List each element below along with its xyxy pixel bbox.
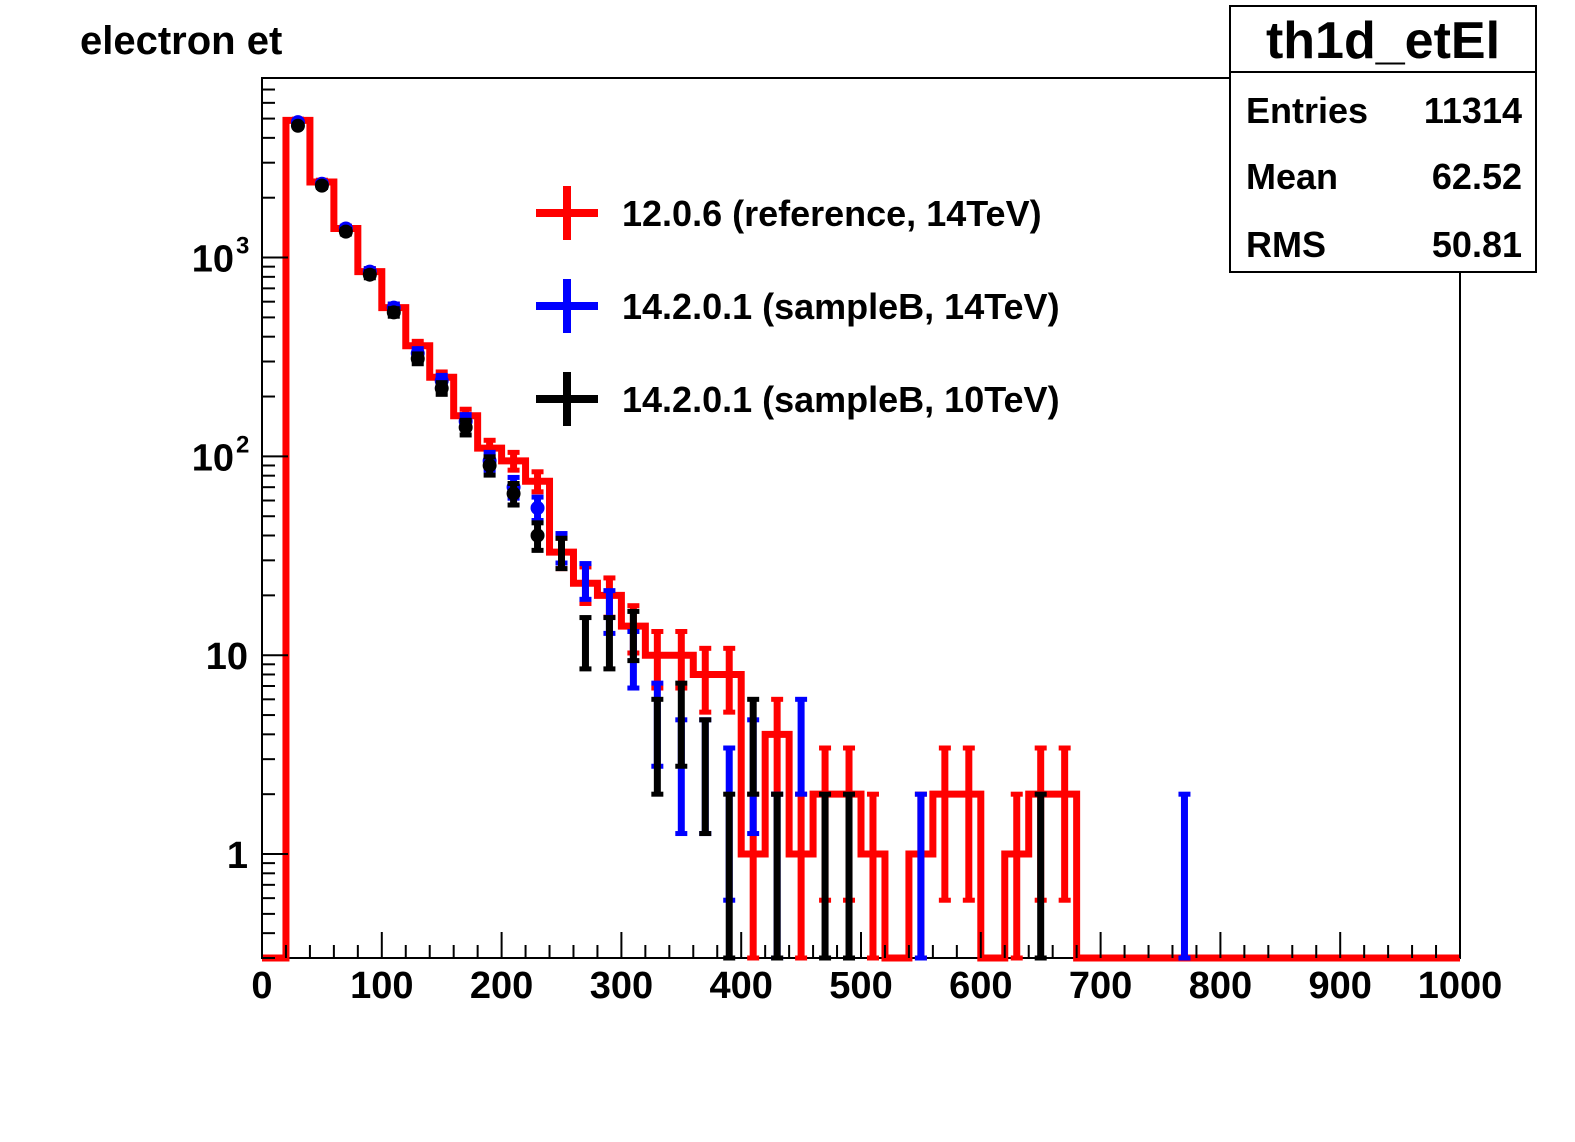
stats-box-frame (1229, 5, 1537, 273)
sampleb-10tev-marker (530, 528, 545, 543)
stats-mean-value: 62.52 (1432, 156, 1522, 197)
y-tick-exponent: 3 (236, 233, 249, 260)
stats-entries-value: 11314 (1424, 90, 1522, 131)
stats-rms-label: RMS (1246, 224, 1326, 265)
x-tick-label: 700 (1069, 965, 1132, 1007)
reference-histogram-outline (262, 116, 1460, 962)
legend-label-reference: 12.0.6 (reference, 14TeV) (622, 193, 1042, 234)
x-tick-label: 0 (251, 965, 272, 1007)
y-tick-label: 1 (227, 835, 248, 877)
x-axis: 0 100 200 300 400 500 600 700 800 900 1000 (251, 932, 1502, 1007)
x-tick-label: 1000 (1418, 965, 1503, 1007)
stats-box-name: th1d_etEl (1266, 12, 1500, 70)
y-tick-label: 10 (206, 636, 248, 678)
x-tick-label: 900 (1308, 965, 1371, 1007)
legend: 12.0.6 (reference, 14TeV) 14.2.0.1 (samp… (536, 186, 1060, 426)
stats-rms-value: 50.81 (1432, 224, 1522, 265)
legend-entry-sampleb-10tev: 14.2.0.1 (sampleB, 10TeV) (536, 372, 1060, 426)
sampleb-10tev-marker (338, 224, 353, 239)
sampleb-10tev-marker (410, 351, 425, 366)
sampleb-10tev-marker (386, 305, 401, 320)
sampleb-10tev-marker (482, 458, 497, 473)
legend-entry-sampleb-14tev: 14.2.0.1 (sampleB, 14TeV) (536, 279, 1060, 333)
y-tick-label: 10 (192, 239, 234, 281)
x-tick-label: 400 (709, 965, 772, 1007)
legend-entry-reference: 12.0.6 (reference, 14TeV) (536, 186, 1042, 240)
sampleb-10tev-series (290, 118, 1047, 961)
x-tick-label: 500 (829, 965, 892, 1007)
sampleb-14tev-marker (530, 501, 545, 516)
x-tick-label: 800 (1189, 965, 1252, 1007)
legend-label-sampleb-10tev: 14.2.0.1 (sampleB, 10TeV) (622, 379, 1060, 420)
stats-box: th1d_etEl Entries 11314 Mean 62.52 RMS 5… (1229, 5, 1537, 273)
x-tick-label: 600 (949, 965, 1012, 1007)
x-tick-label: 100 (350, 965, 413, 1007)
sampleb-10tev-marker (362, 267, 377, 282)
data-layer (262, 115, 1460, 962)
sampleb-10tev-marker (434, 381, 449, 396)
chart-title: electron et (80, 19, 282, 63)
sampleb-10tev-marker (290, 118, 305, 133)
x-tick-label: 300 (590, 965, 653, 1007)
stats-mean-label: Mean (1246, 156, 1338, 197)
sampleb-10tev-marker (458, 420, 473, 435)
legend-label-sampleb-14tev: 14.2.0.1 (sampleB, 14TeV) (622, 286, 1060, 327)
sampleb-10tev-marker (314, 178, 329, 193)
x-tick-label: 200 (470, 965, 533, 1007)
y-tick-exponent: 2 (236, 431, 249, 458)
sampleb-10tev-marker (506, 486, 521, 501)
y-tick-label: 10 (192, 437, 234, 479)
stats-entries-label: Entries (1246, 90, 1368, 131)
